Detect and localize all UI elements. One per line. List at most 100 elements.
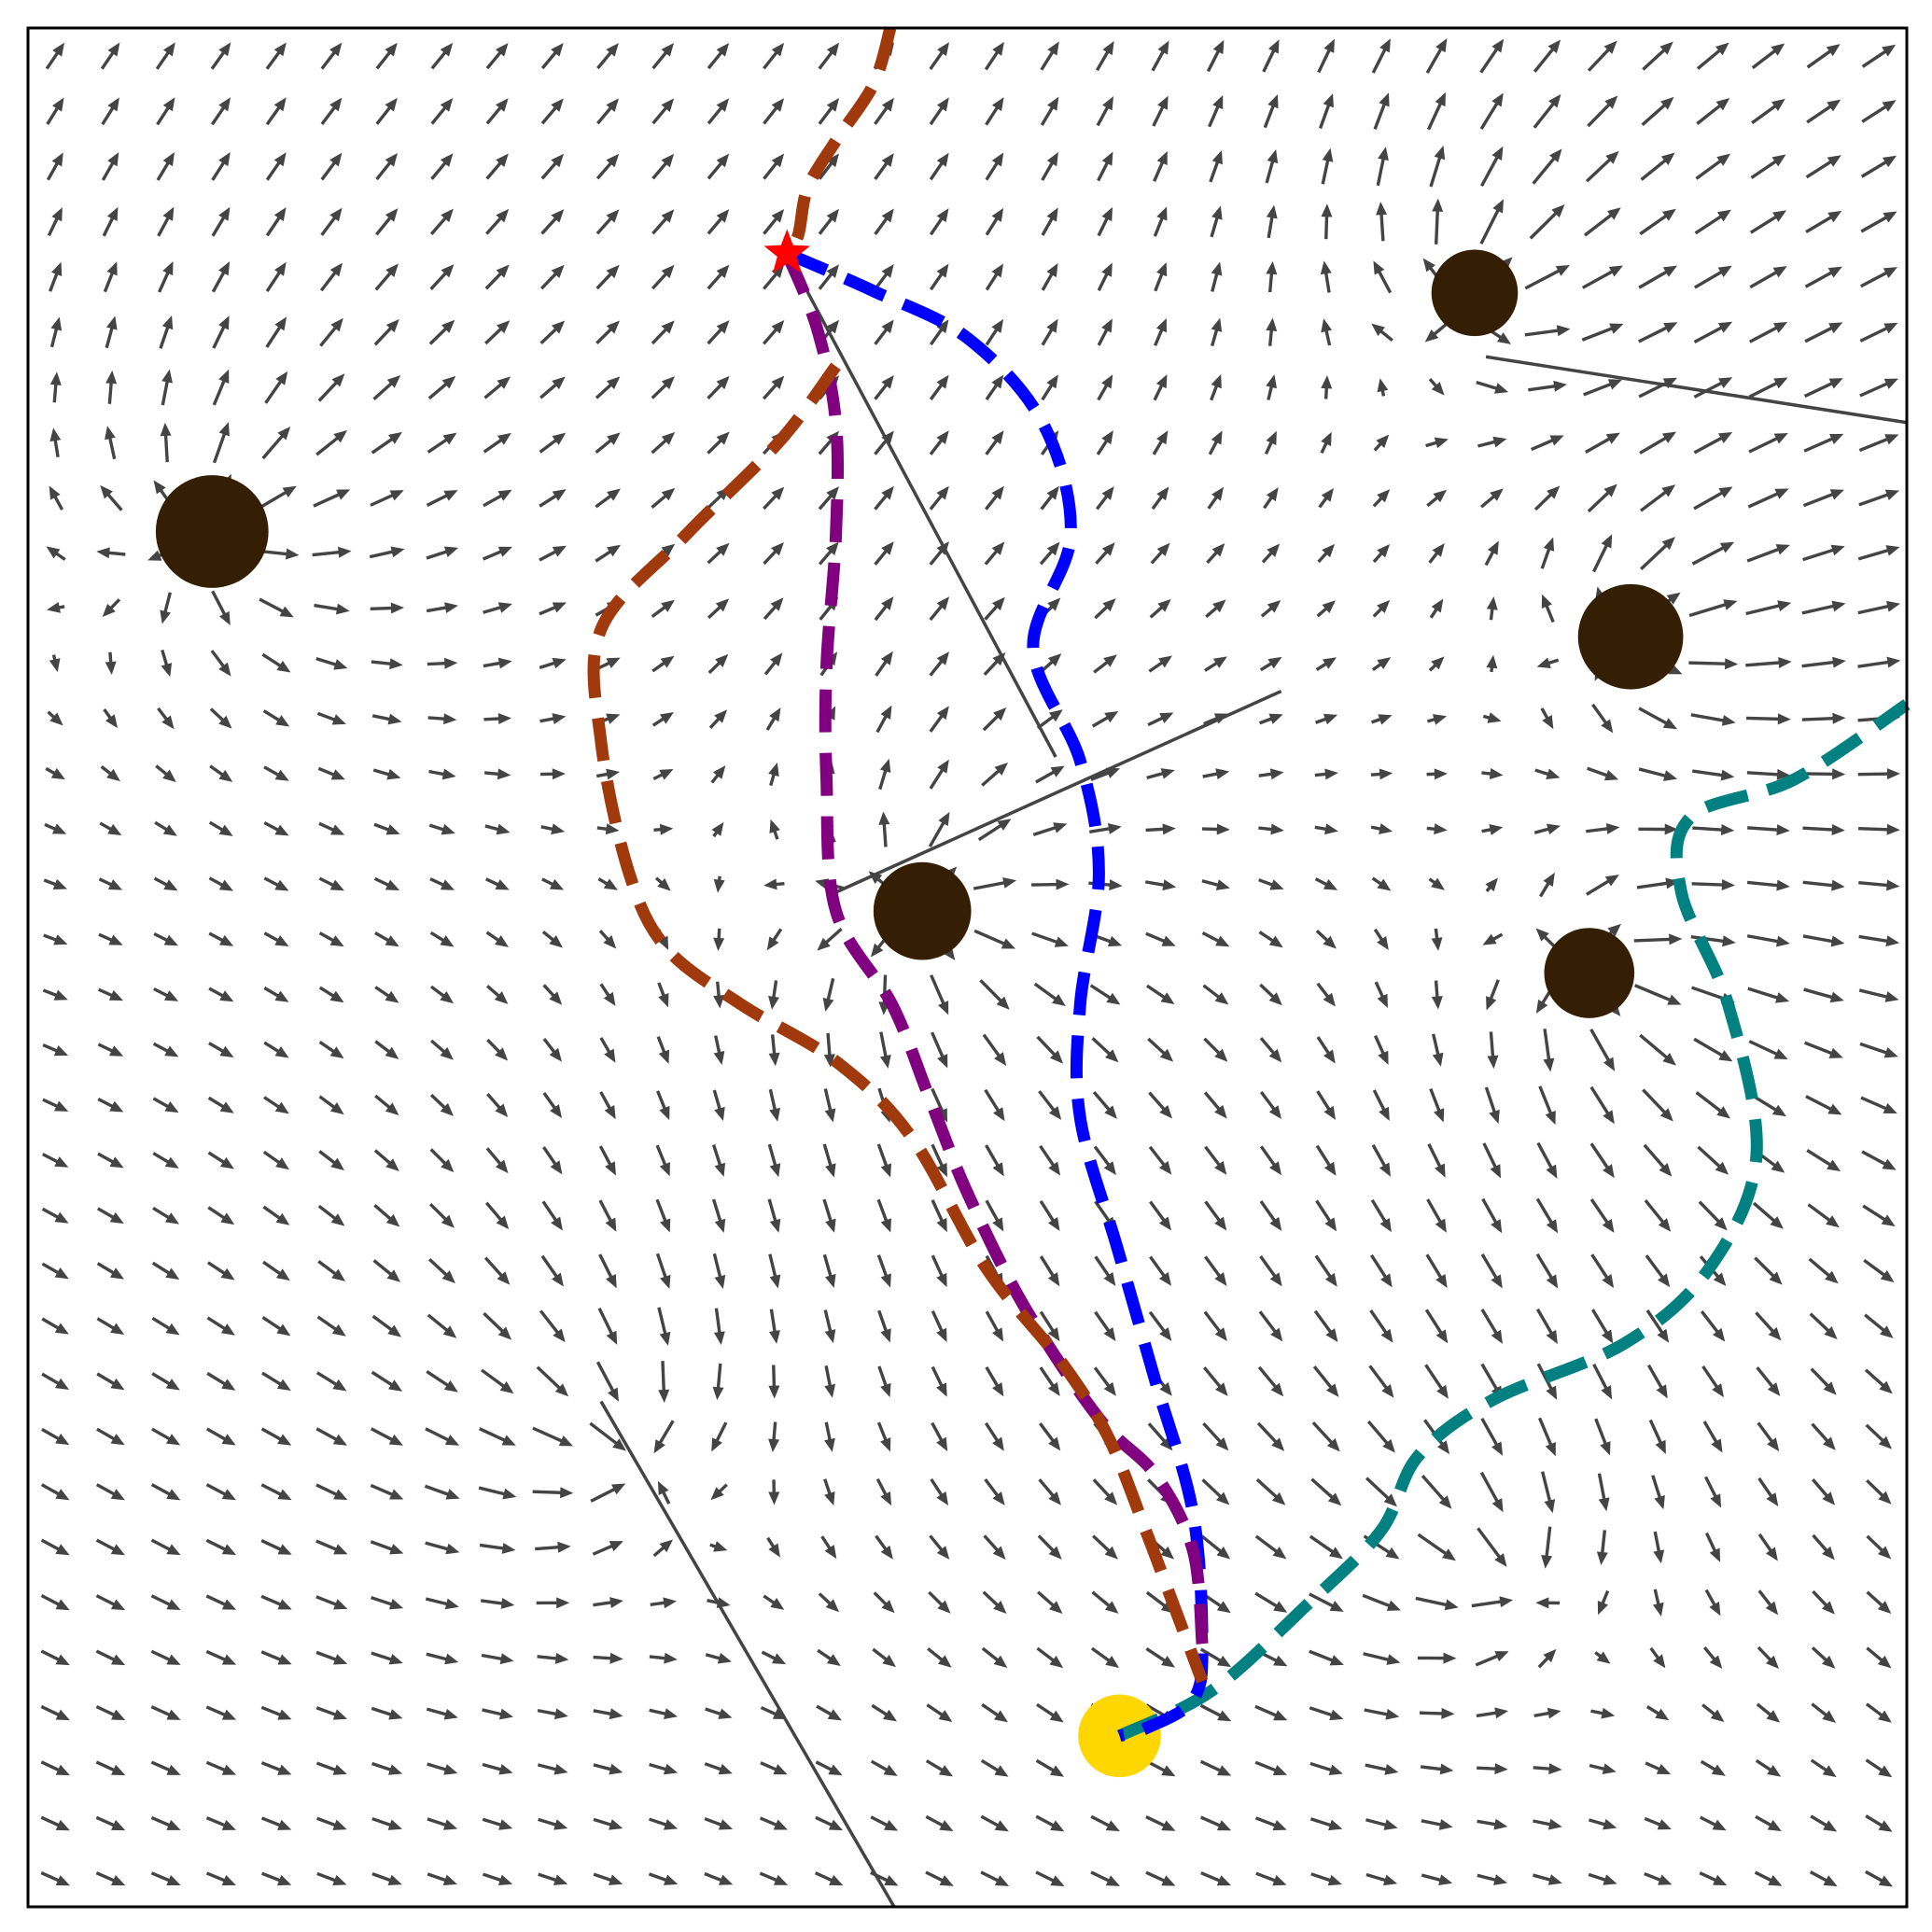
- field-arrow-head: [1660, 152, 1675, 165]
- field-arrow: [483, 1311, 507, 1335]
- field-arrow-head: [1048, 1546, 1062, 1560]
- field-arrow-head: [996, 996, 1010, 1010]
- field-arrow-head: [165, 1323, 180, 1336]
- field-arrow: [595, 381, 615, 399]
- field-arrow: [1479, 206, 1502, 245]
- field-arrow-head: [1321, 487, 1334, 502]
- field-arrow-head: [1322, 600, 1336, 613]
- field-arrow-head: [164, 1045, 179, 1057]
- field-arrow: [1583, 212, 1615, 237]
- field-arrow: [1091, 1037, 1113, 1057]
- field-arrow-head: [329, 262, 343, 277]
- field-arrow: [1530, 437, 1557, 452]
- field-arrow: [542, 1146, 559, 1169]
- field-arrow-head: [1101, 318, 1113, 333]
- field-arrow-head: [1776, 768, 1791, 780]
- field-arrow-head: [1216, 1547, 1231, 1560]
- field-arrow: [1749, 269, 1780, 289]
- field-arrow: [320, 159, 338, 181]
- field-arrow-head: [275, 1157, 290, 1170]
- field-arrow-head: [497, 768, 511, 780]
- field-arrow-head: [1320, 260, 1332, 275]
- field-arrow: [484, 270, 504, 290]
- field-arrow-head: [1103, 1161, 1116, 1175]
- field-arrow: [1370, 1198, 1389, 1225]
- field-arrow: [595, 1361, 616, 1394]
- field-arrow-head: [551, 209, 565, 223]
- field-arrow-head: [55, 1489, 70, 1501]
- field-arrow-head: [992, 1327, 1004, 1342]
- field-arrow-head: [880, 1545, 893, 1560]
- field-arrow: [260, 1705, 284, 1718]
- guide-line: [785, 252, 1057, 758]
- field-arrow: [483, 1256, 505, 1280]
- field-arrow: [1590, 1309, 1610, 1337]
- field-arrow: [1419, 1711, 1446, 1715]
- field-arrow: [1638, 707, 1671, 726]
- field-arrow-head: [444, 1653, 459, 1665]
- field-arrow: [1255, 1477, 1281, 1501]
- field-arrow-head: [660, 655, 675, 668]
- field-arrow-head: [274, 1101, 289, 1114]
- field-arrow-head: [1828, 1047, 1843, 1058]
- field-arrow-head: [388, 1598, 404, 1610]
- field-arrow: [931, 1087, 945, 1115]
- field-arrow: [1861, 48, 1889, 68]
- field-arrow-head: [883, 1709, 898, 1722]
- field-arrow-head: [1102, 40, 1114, 56]
- field-arrow-head: [96, 547, 110, 559]
- field-arrow-head: [1493, 1818, 1508, 1830]
- field-arrow-head: [1832, 712, 1846, 724]
- field-arrow-head: [1774, 488, 1789, 499]
- field-arrow: [1651, 1475, 1662, 1502]
- field-arrow: [1745, 661, 1783, 667]
- field-arrow-head: [110, 1434, 125, 1446]
- field-arrow: [205, 1649, 229, 1663]
- field-arrow-head: [1214, 992, 1229, 1005]
- field-arrow: [598, 1253, 614, 1281]
- field-arrow-head: [497, 320, 511, 334]
- field-arrow-head: [1273, 1710, 1288, 1721]
- field-arrow: [1095, 48, 1112, 72]
- field-arrow-head: [1607, 923, 1621, 937]
- field-arrow: [825, 977, 835, 1003]
- field-arrow-head: [1383, 1493, 1397, 1507]
- field-arrow: [1373, 101, 1388, 130]
- field-arrow-head: [49, 371, 62, 385]
- field-arrow-head: [936, 1546, 950, 1560]
- field-arrow-head: [1434, 437, 1449, 449]
- field-arrow: [1703, 1476, 1719, 1501]
- field-arrow: [879, 1031, 889, 1060]
- field-arrow: [162, 592, 172, 616]
- field-arrow: [1037, 1534, 1057, 1554]
- field-arrow-head: [1725, 658, 1739, 670]
- field-arrow-head: [1829, 991, 1844, 1003]
- field-arrow-head: [1713, 1874, 1728, 1886]
- field-arrow-head: [1823, 1820, 1838, 1832]
- field-arrow-head: [495, 42, 509, 57]
- field-arrow-head: [552, 713, 567, 724]
- field-arrow-head: [770, 597, 784, 611]
- field-arrow: [260, 1594, 285, 1608]
- field-arrow-head: [496, 823, 511, 835]
- field-arrow: [651, 270, 670, 290]
- field-arrow: [540, 104, 559, 125]
- guide-lines: [599, 252, 1908, 1908]
- field-arrow-head: [1601, 719, 1614, 734]
- field-arrow-head: [110, 1544, 126, 1556]
- field-arrow-head: [218, 152, 231, 167]
- field-arrow-head: [274, 935, 289, 946]
- field-arrow-head: [1546, 1329, 1558, 1344]
- field-arrow-head: [1769, 1271, 1783, 1285]
- field-arrow-head: [1883, 267, 1898, 278]
- field-arrow: [1376, 268, 1393, 294]
- field-arrow-head: [992, 1546, 1006, 1560]
- field-arrow-head: [1214, 1272, 1227, 1286]
- field-arrow-head: [1267, 149, 1279, 164]
- field-arrow-head: [52, 42, 65, 57]
- field-arrow: [1860, 159, 1890, 178]
- field-arrow-head: [1657, 1819, 1672, 1830]
- field-arrow-head: [603, 991, 616, 1006]
- field-arrow: [205, 1483, 229, 1498]
- field-arrow-head: [1535, 1597, 1549, 1609]
